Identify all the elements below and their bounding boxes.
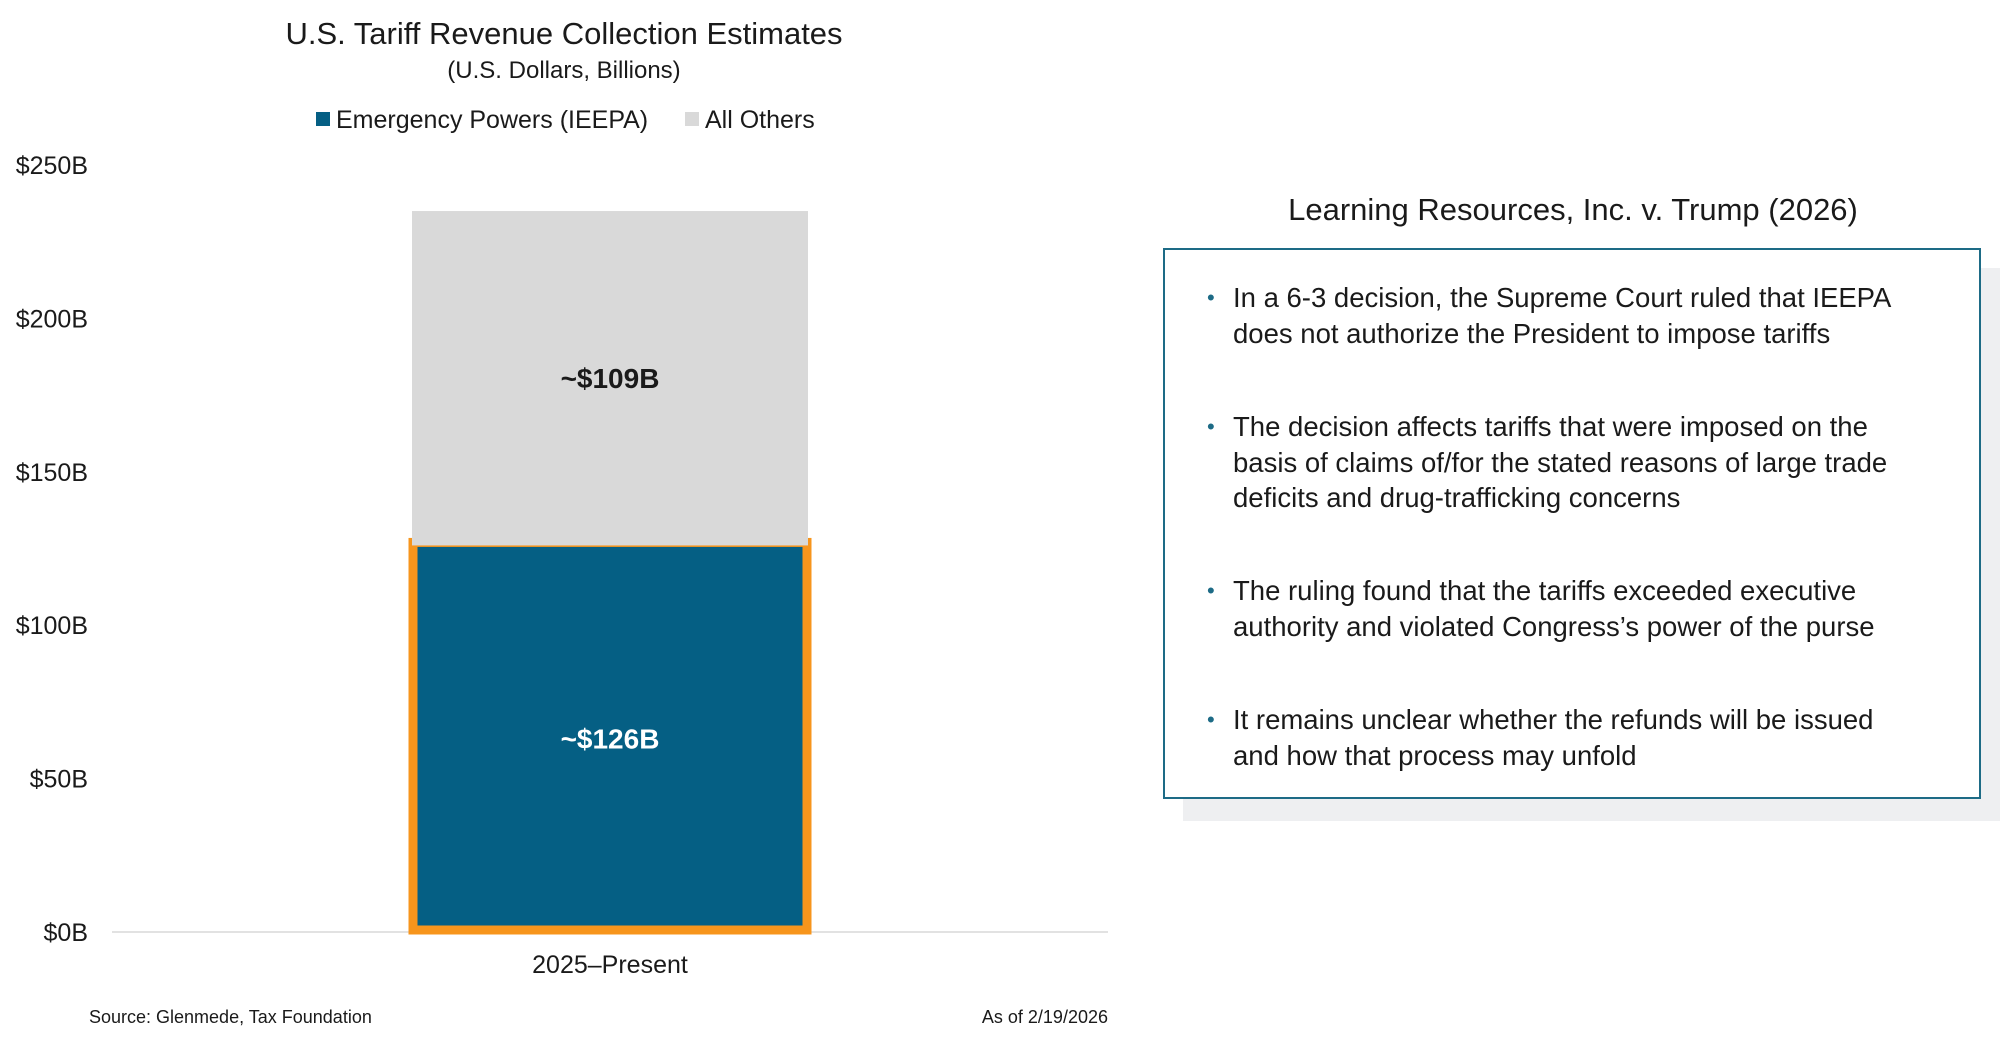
y-tick-label: $150B <box>16 459 88 487</box>
legend-swatch-all-others <box>685 112 699 126</box>
case-bullet-line: and how that process may unfold <box>1233 739 1637 771</box>
case-bullet-item: • The ruling found that the tariffs excee… <box>1165 573 1983 644</box>
y-axis-labels: $0B $50B $100B $150B $200B $250B <box>16 152 88 947</box>
chart-subtitle: (U.S. Dollars, Billions) <box>447 57 680 84</box>
case-bullet-line: In a 6-3 decision, the Supreme Court rul… <box>1233 282 1892 313</box>
legend-swatch-ieepa <box>316 112 330 126</box>
y-tick-label: $200B <box>16 305 88 333</box>
y-tick-label: $250B <box>16 152 88 180</box>
chart-legend: Emergency Powers (IEEPA) All Others <box>316 106 815 134</box>
case-bullet-line: The ruling found that the tariffs exceed… <box>1233 575 1857 606</box>
case-bullet-line: authority and violated Congress’s power … <box>1233 610 1875 642</box>
case-bullet-item: • It remains unclear whether the refunds … <box>1165 702 1983 773</box>
case-bullet-item: • In a 6-3 decision, the Supreme Court ru… <box>1165 280 1983 351</box>
chart-title: U.S. Tariff Revenue Collection Estimates <box>285 16 842 51</box>
x-axis-labels: 2025–Present <box>532 951 688 979</box>
bullet-dot-icon: • <box>1207 414 1215 439</box>
legend-label-ieepa: Emergency Powers (IEEPA) <box>336 106 648 134</box>
case-bullet-item: • The decision affects tariffs that were … <box>1165 409 1983 516</box>
bar-all-others <box>412 211 808 546</box>
bar-ieepa <box>412 545 808 932</box>
case-bullet-line: does not authorize the President to impo… <box>1233 317 1831 349</box>
y-tick-label: $100B <box>16 612 88 640</box>
case-panel: • In a 6-3 decision, the Supreme Court ru… <box>1163 248 1981 799</box>
x-tick-label: 2025–Present <box>532 951 688 979</box>
case-bullet-line: basis of claims of/for the stated reason… <box>1233 446 1888 478</box>
y-tick-label: $0B <box>44 919 88 947</box>
source-note: Source: Glenmede, Tax Foundation <box>89 1007 372 1027</box>
bullet-dot-icon: • <box>1207 578 1215 603</box>
bullet-dot-icon: • <box>1207 285 1215 310</box>
data-label-all-others: ~$109B <box>561 363 660 394</box>
bars: ~$126B ~$109B <box>408 211 812 935</box>
y-tick-label: $50B <box>30 766 88 794</box>
as-of-date: As of 2/19/2026 <box>982 1007 1108 1027</box>
legend-label-all-others: All Others <box>705 106 815 134</box>
case-bullet-line: It remains unclear whether the refunds w… <box>1233 704 1874 735</box>
case-panel-title: Learning Resources, Inc. v. Trump (2026) <box>1288 192 1858 227</box>
case-bullet-line: deficits and drug-trafficking concerns <box>1233 482 1681 513</box>
tariff-revenue-chart: U.S. Tariff Revenue Collection Estimates… <box>16 16 1108 1027</box>
bullet-dot-icon: • <box>1207 707 1215 732</box>
data-label-ieepa: ~$126B <box>561 724 660 755</box>
case-bullet-line: The decision affects tariffs that were i… <box>1233 411 1868 442</box>
